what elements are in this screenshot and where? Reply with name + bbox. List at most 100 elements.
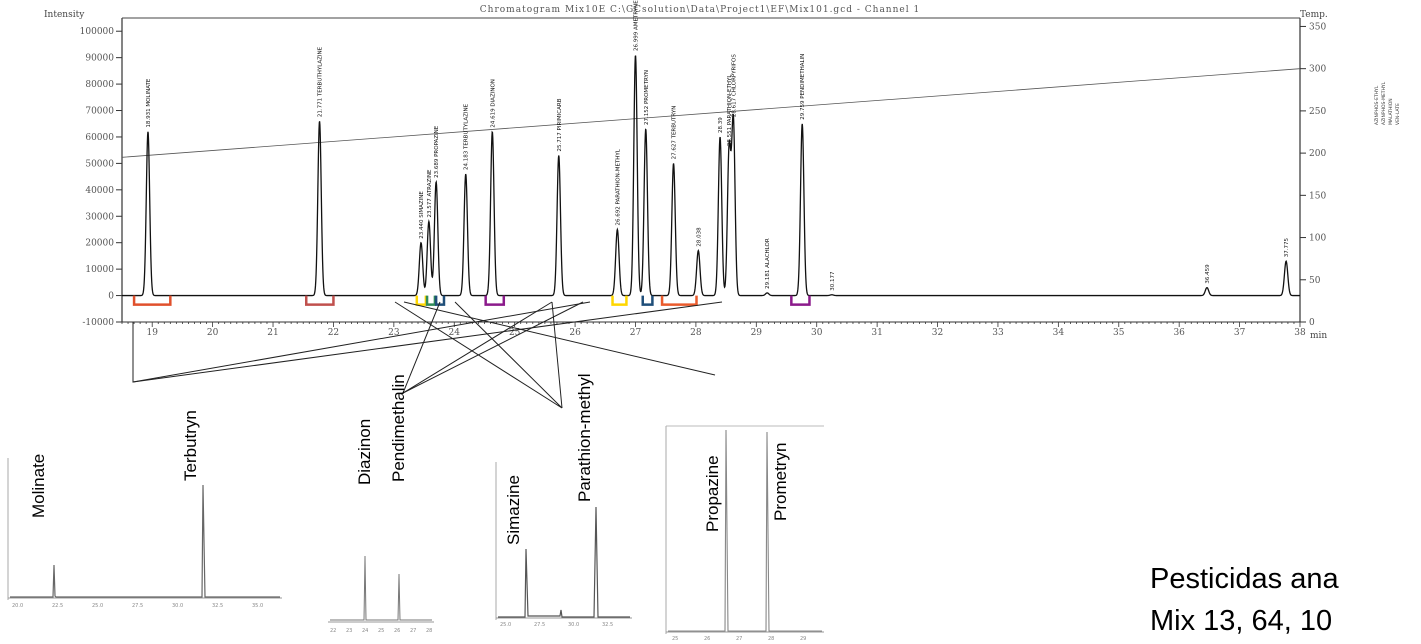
inset-tick: 35.0	[252, 603, 263, 609]
y-tick-label: 60000	[85, 133, 114, 143]
inset-tick: 28	[768, 636, 774, 642]
y2-axis-ticks: 350 300 250 200 150 100 50 0	[1300, 22, 1326, 328]
inset-tick: 32.5	[602, 622, 613, 628]
y-tick-label: -10000	[82, 318, 114, 328]
inset-tick: 23	[346, 628, 352, 634]
y2-tick-label: 100	[1309, 234, 1326, 244]
peak-bracket	[434, 295, 446, 306]
x-axis-ticks: 19 20 21 22 23 24 25 26 27 28 29 30 31 32 33 34 35 36 37 38	[121, 322, 1306, 338]
x-tick-label: 21	[267, 328, 278, 338]
peak-label: 28.39	[718, 117, 724, 133]
x-tick-label: 30	[811, 328, 823, 338]
y2-tick-label: 300	[1309, 65, 1326, 75]
x-tick-label: 25	[509, 328, 521, 338]
inset-label-molinate: Molinate	[29, 454, 48, 518]
y-axis-ticks: 1000009000080000700006000050000400003000…	[80, 27, 122, 328]
inset-tick: 25.0	[92, 603, 103, 609]
peak-label: 26.999 AMETRYNE	[633, 0, 639, 51]
inset-tick: 30.0	[568, 622, 579, 628]
peak-brackets	[132, 295, 811, 306]
side-labels: AZINPHOS-ETHYL AZINPHOS-METHYL MALATHION…	[1374, 81, 1401, 125]
peak-bracket	[425, 295, 437, 306]
y2-tick-label: 0	[1309, 318, 1315, 328]
inset-tick: 27.5	[132, 603, 143, 609]
peak-labels: 18.931 MOLINATE 21.771 TERBUTHYLAZINE 23.4…	[146, 0, 1290, 291]
peak-label: 23.440 SIMAZINE	[419, 191, 425, 239]
inset-tick: 29	[800, 636, 806, 642]
x-tick-label: 34	[1053, 328, 1065, 338]
peak-label: 21.771 TERBUTHYLAZINE	[318, 46, 324, 117]
inset-label-pendimethalin: Pendimethalin	[389, 374, 408, 482]
peak-bracket	[790, 295, 811, 306]
y2-tick-label: 50	[1309, 276, 1321, 286]
inset-label-simazine: Simazine	[504, 475, 523, 545]
peak-bracket	[641, 295, 654, 306]
peak-label: 25.717 PIRIMICARB	[557, 98, 563, 151]
peak-label: 36.459	[1205, 264, 1211, 284]
peak-label: 27.627 TERBUTRYN	[672, 106, 678, 160]
y-tick-label: 50000	[85, 159, 114, 169]
chromatogram-trace	[122, 55, 1300, 297]
y-tick-label: 70000	[85, 107, 114, 117]
inset-simazine-parathion: Simazine Parathion-methyl 25.0 27.5 30.0…	[494, 373, 634, 628]
chart-title: Chromatogram Mix10E C:\GCsolution\Data\P…	[480, 5, 920, 15]
x-tick-label: 22	[328, 328, 339, 338]
peak-bracket	[484, 295, 506, 306]
x-tick-label: 35	[1113, 328, 1125, 338]
y-tick-label: 0	[108, 292, 114, 302]
peak-bracket	[611, 295, 628, 306]
peak-bracket	[660, 295, 698, 306]
x-tick-label: 24	[449, 328, 461, 338]
inset-tick: 27.5	[534, 622, 545, 628]
inset-tick: 32.5	[212, 603, 223, 609]
y-tick-label: 80000	[85, 80, 114, 90]
peak-bracket	[305, 295, 335, 306]
inset-tick: 27	[410, 628, 416, 634]
x-tick-label: 26	[569, 328, 581, 338]
inset-label-propazine: Propazine	[703, 455, 722, 532]
x-tick-label: 31	[871, 328, 882, 338]
y-tick-label: 100000	[80, 27, 115, 37]
inset-tick: 28	[426, 628, 432, 634]
peak-label: 28.038	[696, 227, 702, 247]
x-tick-label: 28	[690, 328, 702, 338]
x-tick-label: 36	[1173, 328, 1185, 338]
inset-tick: 26	[394, 628, 400, 634]
peak-label: 27.152 PROMETRYN	[644, 70, 650, 125]
inset-label-terbutryn: Terbutryn	[181, 410, 200, 481]
temperature-line	[121, 68, 1301, 158]
inset-tick: 22.5	[52, 603, 63, 609]
peak-bracket	[415, 295, 428, 306]
peak-label: 26.692 PARATHION-METHYL	[615, 148, 621, 225]
x-tick-label: 32	[932, 328, 943, 338]
inset-tick: 25	[378, 628, 384, 634]
peak-label: 29.759 PENDIMETHALIN	[800, 54, 806, 120]
x-axis-label: min	[1310, 331, 1327, 341]
peak-label: 24.183 TERBUTYLAZINE	[464, 103, 470, 170]
inset-label-prometryn: Prometryn	[771, 443, 790, 521]
x-tick-label: 38	[1294, 328, 1306, 338]
side-label: VEN-LATE	[1395, 103, 1401, 125]
side-label: AZINPHOS-ETHYL	[1374, 85, 1380, 125]
side-label: MALATHION	[1388, 98, 1394, 125]
peak-label: 18.931 MOLINATE	[146, 78, 152, 128]
inset-label-parathion-methyl: Parathion-methyl	[575, 373, 594, 502]
inset-tick: 30.0	[172, 603, 183, 609]
inset-tick: 22	[330, 628, 336, 634]
inset-molinate-terbutryn: Molinate Terbutryn 20.0 22.5 25.0 27.5 3…	[6, 410, 284, 612]
inset-tick: 24	[362, 628, 368, 634]
peak-label: 23.577 ATRAZINE	[427, 169, 433, 218]
plot-frame	[121, 17, 1301, 323]
peak-bracket	[132, 295, 172, 306]
inset-tick: 20.0	[12, 603, 23, 609]
y-axis-label: Intensity	[44, 10, 85, 20]
x-tick-label: 29	[751, 328, 763, 338]
y2-tick-label: 250	[1309, 107, 1326, 117]
y-tick-label: 10000	[85, 265, 114, 275]
inset-diazinon-pendimethalin: Diazinon Pendimethalin 22 23 24 25 26 27…	[326, 374, 436, 635]
inset-tick: 27	[736, 636, 742, 642]
inset-tick: 26	[704, 636, 710, 642]
y-tick-label: 40000	[85, 186, 114, 196]
x-tick-label: 23	[388, 328, 400, 338]
